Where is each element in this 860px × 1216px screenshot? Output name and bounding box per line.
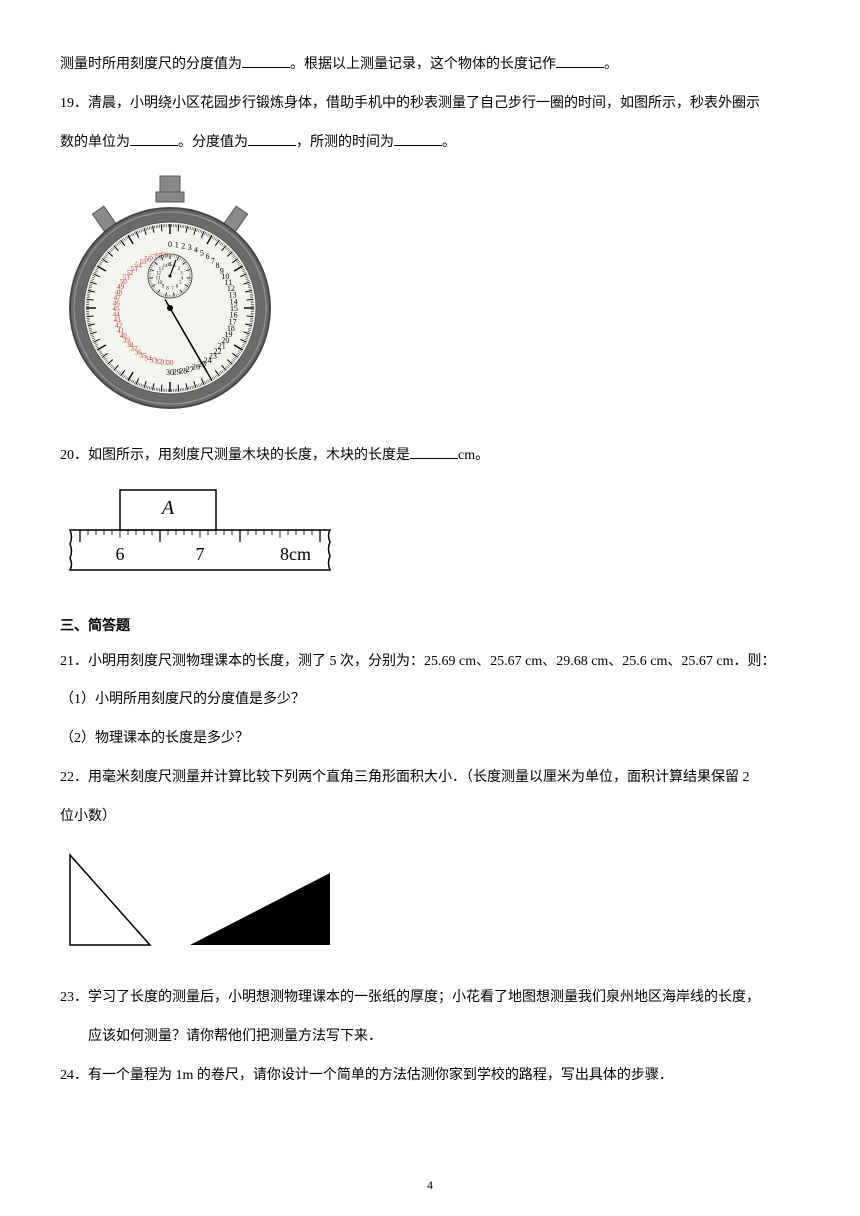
svg-text:7: 7: [196, 544, 205, 564]
question-21-sub2: （2）物理课本的长度是多少？: [60, 724, 800, 755]
text: 有一个量程为 1m 的卷尺，请你设计一个简单的方法估测你家到学校的路程，写出具体…: [88, 1068, 673, 1083]
svg-text:3: 3: [188, 244, 192, 253]
section-3-title: 三、简答题: [60, 610, 800, 641]
ruler-svg: 6 7 8cm A: [60, 482, 340, 577]
question-19-line2: 数的单位为 。分度值为 ，所测的时间为 。: [60, 128, 800, 159]
question-22-line2: 位小数）: [60, 802, 800, 833]
text: 数的单位为: [60, 135, 130, 150]
svg-text:2: 2: [181, 242, 185, 251]
svg-text:6: 6: [116, 544, 125, 564]
text: 如图所示，用刻度尺测量木块的长度，木块的长度是: [88, 448, 410, 463]
svg-text:4: 4: [194, 246, 198, 255]
svg-text:A: A: [160, 497, 175, 519]
question-23: 23．学习了长度的测量后，小明想测物理课本的一张纸的厚度；小花看了地图想测量我们…: [60, 983, 800, 1014]
question-number: 20．: [60, 448, 88, 463]
question-20: 20．如图所示，用刻度尺测量木块的长度，木块的长度是 cm。: [60, 441, 800, 472]
text: 学习了长度的测量后，小明想测物理课本的一张纸的厚度；小花看了地图想测量我们泉州地…: [88, 990, 760, 1005]
svg-text:15: 15: [168, 263, 174, 268]
question-18-continuation: 测量时所用刻度尺的分度值为 。根据以上测量记录，这个物体的长度记作 。: [60, 50, 800, 81]
svg-text:12: 12: [156, 272, 162, 277]
blank: [130, 130, 178, 146]
question-number: 24．: [60, 1068, 88, 1083]
text: cm。: [458, 448, 489, 463]
triangles-svg: [60, 845, 340, 955]
question-number: 21．: [60, 654, 88, 669]
blank: [242, 52, 290, 68]
question-21-sub1: （1）小明所用刻度尺的分度值是多少？: [60, 685, 800, 716]
text: 。: [442, 135, 456, 150]
page-number: 4: [0, 1172, 860, 1198]
svg-text:8cm: 8cm: [280, 544, 311, 564]
svg-text:5: 5: [200, 249, 204, 258]
question-number: 22．: [60, 770, 88, 785]
text: 。分度值为: [178, 135, 248, 150]
svg-text:11: 11: [156, 277, 161, 282]
stopwatch-figure: 0123456789101112131415161718192021222324…: [60, 168, 800, 431]
svg-text:10: 10: [157, 281, 163, 286]
blank: [556, 52, 604, 68]
triangles-figure: [60, 845, 800, 968]
text: 测量时所用刻度尺的分度值为: [60, 57, 242, 72]
text: ，所测的时间为: [296, 135, 394, 150]
question-24: 24．有一个量程为 1m 的卷尺，请你设计一个简单的方法估测你家到学校的路程，写…: [60, 1061, 800, 1092]
svg-text:7: 7: [211, 257, 215, 266]
question-22: 22．用毫米刻度尺测量并计算比较下列两个直角三角形面积大小．（长度测量以厘米为单…: [60, 763, 800, 794]
question-19: 19．清晨，小明绕小区花园步行锻炼身体，借助手机中的秒表测量了自己步行一圈的时间…: [60, 89, 800, 120]
question-number: 19．: [60, 96, 88, 111]
ruler-figure: 6 7 8cm A: [60, 482, 800, 590]
svg-text:30: 30: [166, 368, 174, 377]
stopwatch-svg: 0123456789101112131415161718192021222324…: [60, 168, 280, 418]
question-number: 23．: [60, 990, 88, 1005]
question-23-line2: 应该如何测量？请你帮他们把测量方法写下来．: [60, 1022, 800, 1053]
text: 。根据以上测量记录，这个物体的长度记作: [290, 57, 556, 72]
text: 。: [604, 57, 618, 72]
blank: [394, 130, 442, 146]
blank: [248, 130, 296, 146]
question-21: 21．小明用刻度尺测物理课本的长度，测了 5 次，分别为：25.69 cm、25…: [60, 647, 800, 678]
svg-text:0: 0: [168, 240, 172, 249]
text: 用毫米刻度尺测量并计算比较下列两个直角三角形面积大小．（长度测量以厘米为单位，面…: [88, 770, 750, 785]
text: 小明用刻度尺测物理课本的长度，测了 5 次，分别为：25.69 cm、25.67…: [88, 654, 776, 669]
text: 清晨，小明绕小区花园步行锻炼身体，借助手机中的秒表测量了自己步行一圈的时间，如图…: [88, 96, 760, 111]
svg-text:1: 1: [175, 241, 179, 250]
blank: [410, 443, 458, 459]
svg-text:6: 6: [206, 253, 210, 262]
